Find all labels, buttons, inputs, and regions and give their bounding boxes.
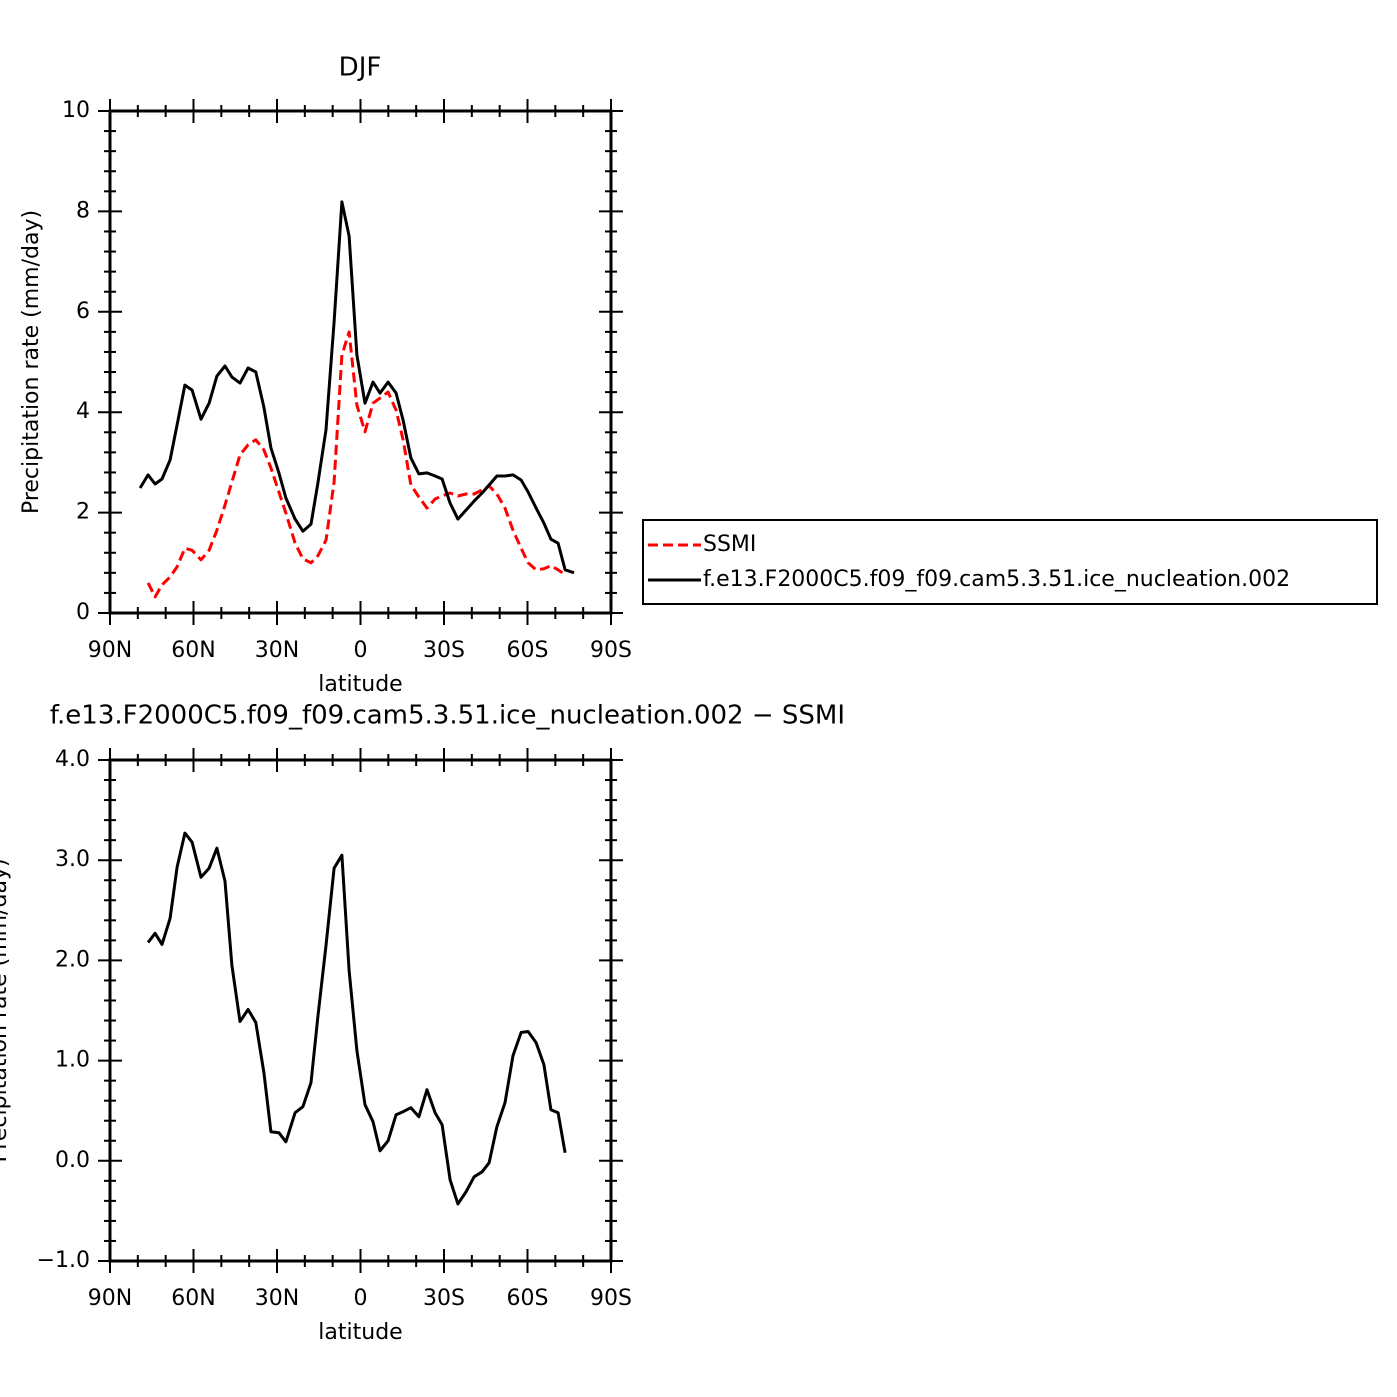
x-tick-label: 60S: [507, 1286, 549, 1311]
y-tick-label: 4.0: [55, 747, 90, 772]
y-tick-label: 8: [76, 198, 90, 223]
y-tick-label: 2.0: [55, 947, 90, 972]
y-tick-label: 1.0: [55, 1048, 90, 1073]
x-tick-label: 90S: [590, 638, 632, 663]
x-tick-label: 30N: [255, 1286, 299, 1311]
x-tick-label: 30S: [423, 1286, 465, 1311]
x-axis-label: latitude: [318, 672, 402, 697]
x-tick-label: 90N: [88, 638, 132, 663]
x-tick-label: 0: [354, 638, 368, 663]
x-tick-label: 90N: [88, 1286, 132, 1311]
legend-label: f.e13.F2000C5.f09_f09.cam5.3.51.ice_nucl…: [703, 567, 1290, 592]
y-tick-label: 10: [62, 98, 90, 123]
x-tick-label: 60N: [171, 638, 215, 663]
y-tick-label: 4: [76, 399, 90, 424]
y-tick-label: 0: [76, 600, 90, 625]
data-line: [138, 200, 575, 575]
legend-box: [642, 519, 1378, 605]
y-tick-label: −1.0: [37, 1248, 90, 1273]
y-tick-label: 6: [76, 299, 90, 324]
x-tick-label: 90S: [590, 1286, 632, 1311]
x-tick-label: 60S: [507, 638, 549, 663]
y-tick-label: 3.0: [55, 847, 90, 872]
y-axis-label: Precipitation rate (mm/day): [19, 210, 44, 514]
y-tick-label: 0.0: [55, 1148, 90, 1173]
x-tick-label: 30N: [255, 638, 299, 663]
chart-title: DJF: [339, 53, 382, 83]
y-axis-label: Precipitation rate (mm/day): [0, 858, 12, 1162]
plot-frame: [108, 109, 613, 615]
x-tick-label: 60N: [171, 1286, 215, 1311]
chart-title: f.e13.F2000C5.f09_f09.cam5.3.51.ice_nucl…: [50, 701, 845, 731]
y-tick-label: 2: [76, 500, 90, 525]
data-line: [146, 831, 567, 1206]
legend-label: SSMI: [703, 532, 756, 557]
x-tick-label: 0: [354, 1286, 368, 1311]
x-axis-label: latitude: [318, 1320, 402, 1345]
data-line: [146, 330, 566, 599]
x-tick-label: 30S: [423, 638, 465, 663]
plot-frame: [108, 758, 613, 1263]
